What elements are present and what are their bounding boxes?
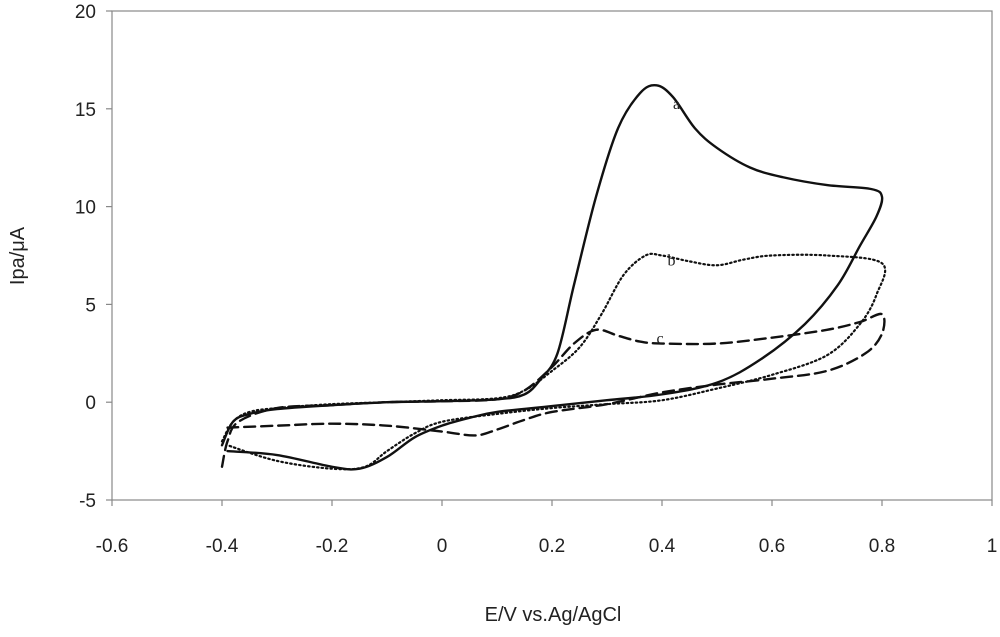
x-tick-label: -0.6 — [96, 536, 129, 557]
series-b-label: b — [668, 252, 676, 269]
x-axis-title: E/V vs.Ag/AgCl — [485, 604, 622, 626]
y-tick-label: 20 — [75, 2, 96, 23]
series-a-label: a — [673, 96, 680, 113]
series-c-curve — [220, 312, 886, 468]
y-tick-label: 5 — [85, 295, 96, 316]
x-tick-label: 0.4 — [649, 536, 676, 557]
y-tick-label: 10 — [75, 198, 96, 219]
x-tick-label: -0.4 — [206, 536, 239, 557]
series-layer — [220, 83, 887, 471]
y-tick-label: -5 — [79, 491, 96, 512]
series-c-label: c — [657, 331, 664, 348]
y-tick-label: 0 — [85, 393, 96, 414]
y-tick-label: 15 — [75, 100, 96, 121]
x-tick-label: 0.6 — [759, 536, 785, 557]
x-tick-label: -0.2 — [316, 536, 349, 557]
x-tick-label: 0.2 — [539, 536, 565, 557]
series-labels: a b c — [657, 96, 681, 348]
x-tick-label: 1 — [987, 536, 998, 557]
x-axis-ticks: -0.6 -0.4 -0.2 0 0.2 0.4 0.6 0.8 1 — [96, 500, 998, 557]
x-tick-label: 0.8 — [869, 536, 895, 557]
x-tick-label: 0 — [437, 536, 448, 557]
y-axis-title: Ipa/μA — [7, 226, 29, 285]
y-axis-ticks: -5 0 5 10 15 20 — [75, 2, 112, 512]
